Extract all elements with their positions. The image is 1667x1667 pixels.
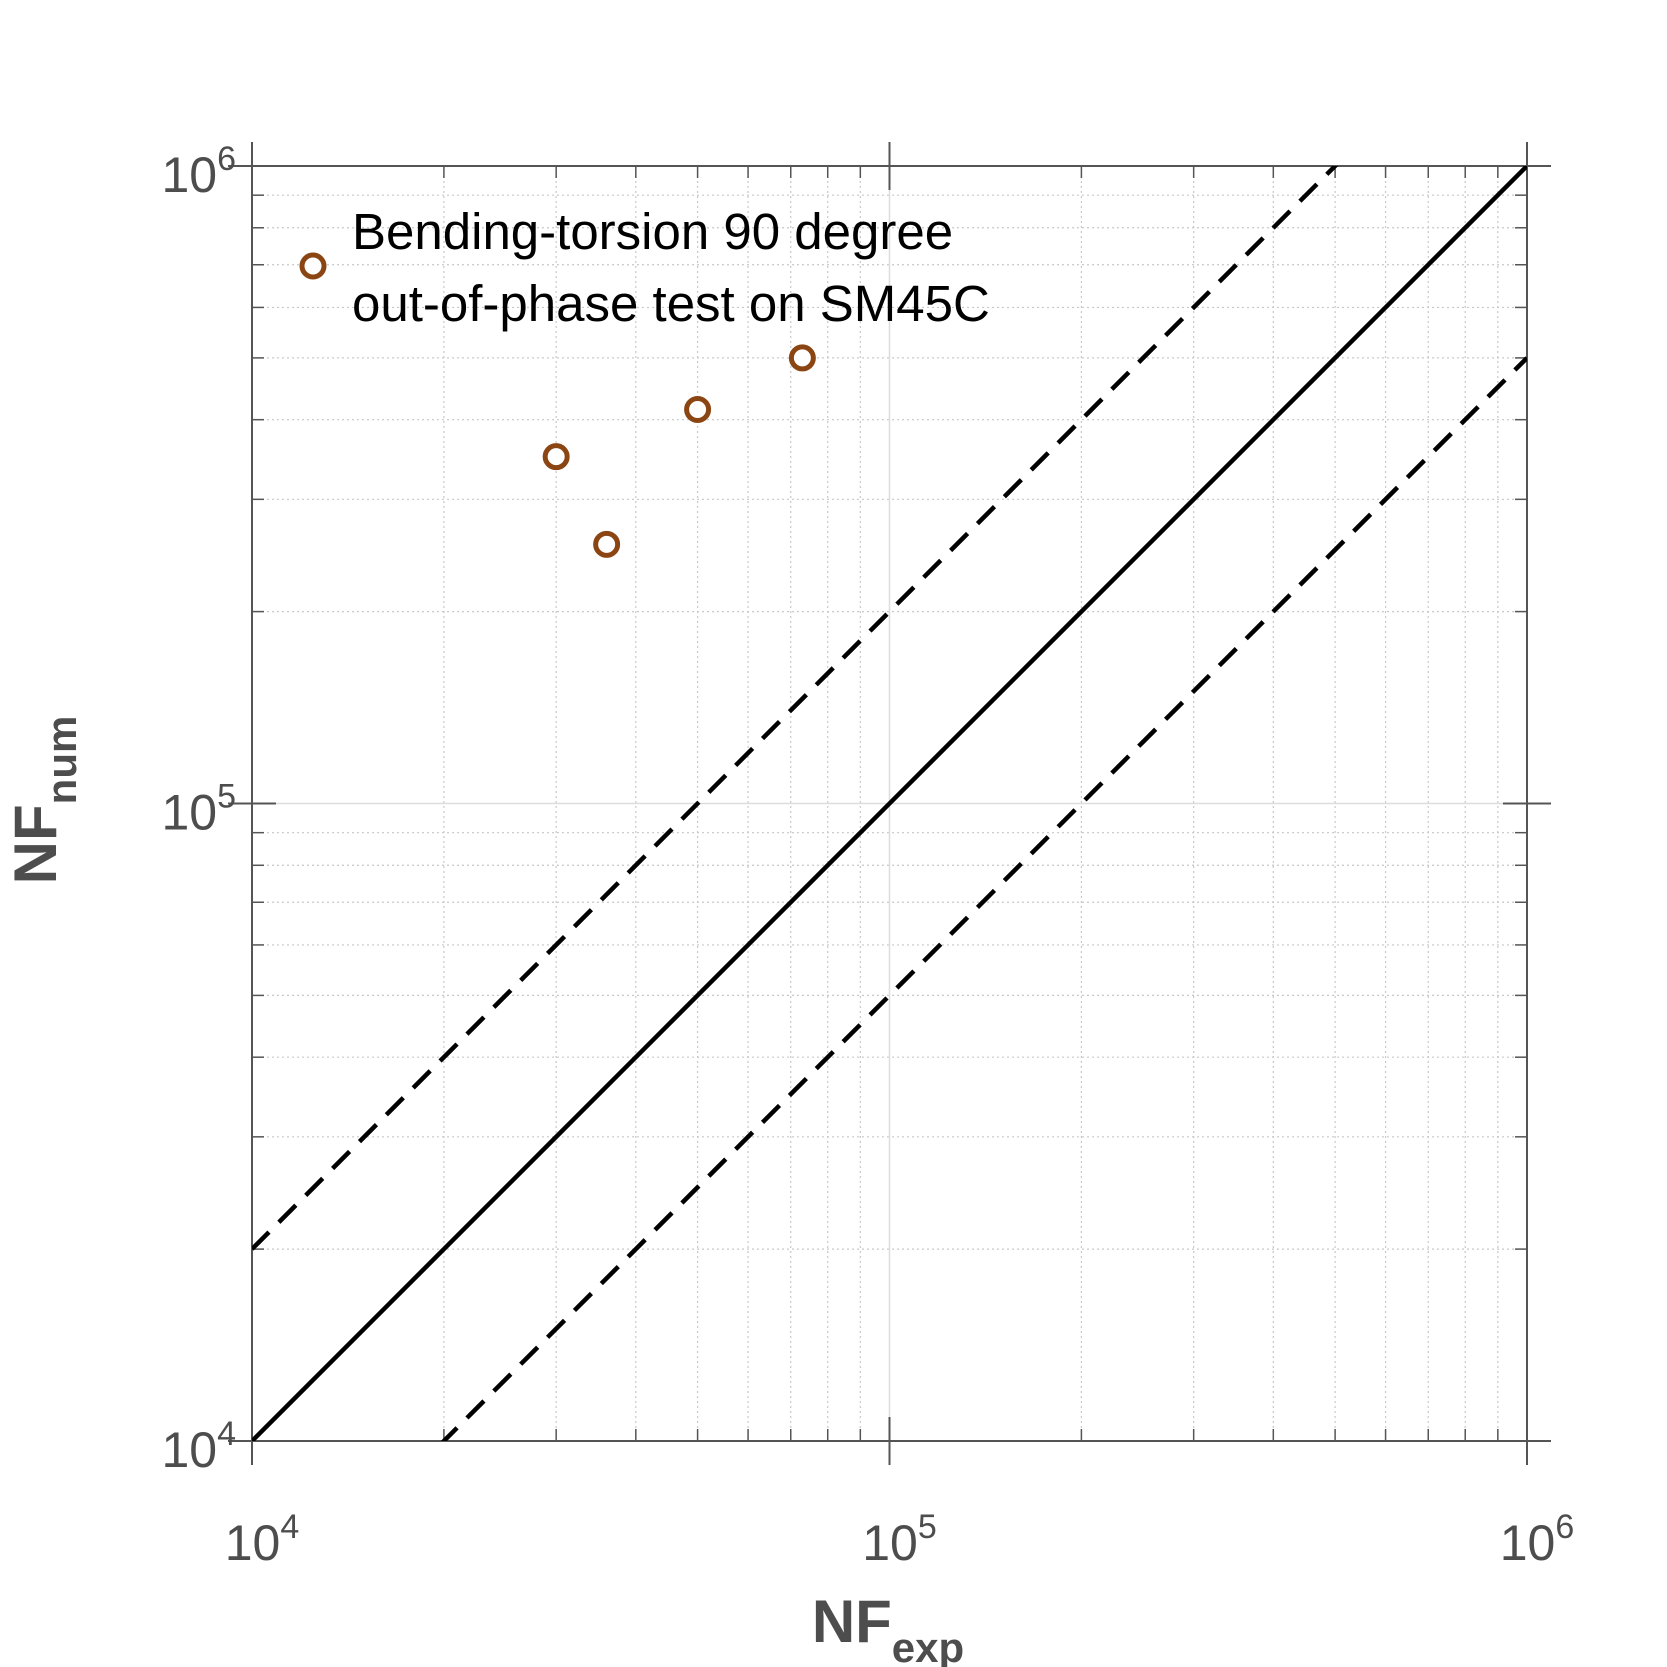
legend-entry-text: out-of-phase test on SM45C <box>352 275 990 332</box>
y-tick-label: 104 <box>161 1415 236 1478</box>
reference-line-equality <box>252 166 1527 1441</box>
x-tick-label: 105 <box>862 1508 937 1571</box>
x-axis-title: NFexp <box>812 1588 964 1667</box>
legend-marker <box>299 252 327 280</box>
reference-lines <box>252 166 1527 1441</box>
x-tick-label: 104 <box>225 1508 300 1571</box>
reference-line-band-lower <box>440 356 1527 1441</box>
y-axis-title: NFnum <box>2 716 85 885</box>
x-tick-label: 106 <box>1500 1508 1575 1571</box>
y-tick-label: 105 <box>161 778 236 841</box>
data-point <box>593 530 621 558</box>
y-tick-label: 106 <box>161 140 236 203</box>
legend-entry-text: Bending-torsion 90 degree <box>352 203 953 260</box>
axes-layer <box>228 142 1551 1465</box>
reference-line-band-upper <box>252 166 1339 1251</box>
data-point <box>684 395 712 423</box>
legend: Bending-torsion 90 degree out-of-phase te… <box>299 203 990 332</box>
data-point <box>788 344 816 372</box>
axis-labels: 104 105 106 104 105 106 NFexp NFnum <box>2 140 1574 1667</box>
data-point <box>542 443 570 471</box>
data-points <box>542 344 816 558</box>
